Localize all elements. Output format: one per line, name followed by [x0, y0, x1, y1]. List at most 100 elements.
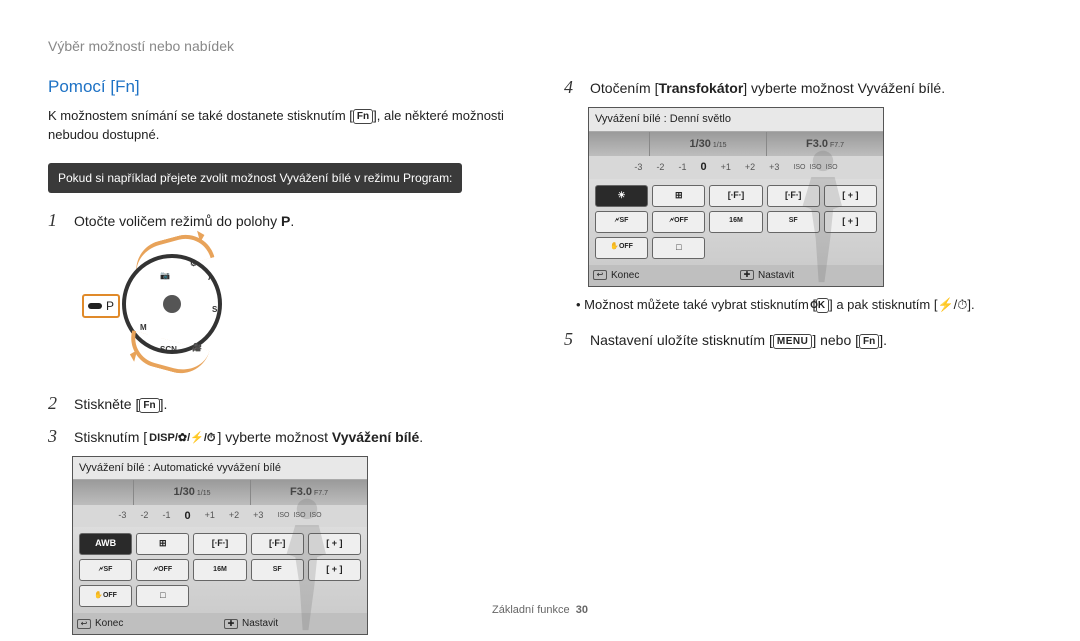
fn-button-icon: Fn — [139, 398, 159, 413]
lcd-footer: ↩Konec ✚Nastavit — [73, 613, 367, 634]
lcd-option-cell: ⊞ — [652, 185, 705, 207]
lcd-option-cell: 16M — [193, 559, 246, 581]
note-mid: ] a pak stisknutím [ — [829, 297, 937, 312]
wb-bold: Vyvážení bílé — [332, 429, 419, 445]
ok-button-icon: OK — [816, 298, 829, 313]
lcd-title: Vyvážení bílé : Denní světlo — [589, 108, 883, 132]
lcd-extra-left — [589, 132, 650, 157]
ev-mark: +1 — [721, 161, 731, 175]
lcd-option-cell: ✋OFF — [595, 237, 648, 259]
intro-paragraph: K možnostem snímání se také dostanete st… — [48, 106, 516, 145]
ev-mark-zero: 0 — [700, 159, 706, 176]
lcd-screenshot-2: Vyvážení bílé : Denní světlo 1/301/15 F3… — [588, 107, 884, 287]
step4-after: ] vyberte možnost Vyvážení bílé. — [743, 80, 945, 96]
step3-after: . — [419, 429, 423, 445]
mode-indicator-icon — [88, 303, 102, 309]
lcd-option-cell: 🗲SF — [595, 211, 648, 233]
step-4: 4 Otočením [Transfokátor] vyberte možnos… — [564, 74, 1032, 101]
step-text: Stisknutím [DISP/✿/⚡/⏱] vyberte možnost … — [74, 427, 516, 448]
step1-after: . — [290, 213, 294, 229]
dial-mark-icon: 📷 — [160, 270, 170, 282]
fn-button-icon: Fn — [859, 334, 879, 349]
ev-mark-zero: 0 — [184, 508, 190, 525]
lcd-option-cell: [∙F∙] — [709, 185, 762, 207]
step-number: 2 — [48, 390, 64, 417]
right-column: 4 Otočením [Transfokátor] vyberte možnos… — [564, 74, 1032, 641]
lcd-shutter: 1/301/15 — [134, 480, 251, 505]
dial-mark-icon: ⚙ — [190, 258, 197, 270]
iso-icons: ISOISOISO — [277, 512, 321, 519]
zoom-bold: Transfokátor — [658, 80, 743, 96]
ev-mark: -3 — [634, 161, 642, 175]
lcd-shutter: 1/301/15 — [650, 132, 767, 157]
lcd-option-cell: 🗲SF — [79, 559, 132, 581]
lcd-option-grid: AWB⊞[∙F∙][∙F∙][ + ]🗲SF🗲OFF16MSF[ + ]✋OFF… — [73, 527, 367, 613]
bullet-note: • Možnost můžete také vybrat stisknutím … — [586, 295, 1032, 315]
step3-mid: ] vyberte možnost — [217, 429, 331, 445]
mode-p-label: P — [106, 297, 114, 315]
lcd-ev-scale: -3 -2 -1 0 +1 +2 +3 ISOISOISO — [589, 156, 883, 179]
step-text: Nastavení uložíte stisknutím [MENU] nebo… — [590, 330, 1032, 351]
ev-mark: -2 — [140, 509, 148, 523]
ev-mark: +3 — [253, 509, 263, 523]
lcd-footer-right: ✚Nastavit — [220, 613, 367, 634]
step-number: 5 — [564, 326, 580, 353]
step2-after: ]. — [160, 396, 168, 412]
instruction-bar: Pokud si například přejete zvolit možnos… — [48, 163, 462, 193]
step2-before: Stiskněte [ — [74, 396, 139, 412]
step-2: 2 Stiskněte [Fn]. — [48, 390, 516, 417]
breadcrumb: Výběr možností nebo nabídek — [48, 38, 1032, 54]
fn-button-icon: Fn — [353, 109, 373, 124]
lcd-option-cell: SF — [767, 211, 820, 233]
lcd-footer-right: ✚Nastavit — [736, 265, 883, 286]
dial-mark-icon: A — [208, 272, 214, 284]
lcd-option-cell: 🗲OFF — [652, 211, 705, 233]
ev-mark: +2 — [745, 161, 755, 175]
step-text: Otočením [Transfokátor] vyberte možnost … — [590, 78, 1032, 99]
mode-dial-figure: ⚙📷AMSSCN🎥 P — [72, 244, 252, 374]
lcd-option-cell: [ + ] — [824, 211, 877, 233]
note-before: Možnost můžete také vybrat stisknutím [ — [584, 297, 816, 312]
step3-before: Stisknutím [ — [74, 429, 147, 445]
ev-mark: -1 — [678, 161, 686, 175]
step1-before: Otočte voličem režimů do polohy — [74, 213, 281, 229]
lcd-option-cell: □ — [652, 237, 705, 259]
step-number: 3 — [48, 423, 64, 450]
step-1: 1 Otočte voličem režimů do polohy P. — [48, 207, 516, 234]
mode-p-letter: P — [281, 213, 290, 229]
footer-section: Základní funkce — [492, 604, 570, 616]
lcd-option-cell: ⊞ — [136, 533, 189, 555]
dial-center — [163, 295, 181, 313]
ev-mark: -1 — [162, 509, 170, 523]
lcd-option-cell: ☀ — [595, 185, 648, 207]
step-5: 5 Nastavení uložíte stisknutím [MENU] ne… — [564, 326, 1032, 353]
flash-timer-icons: ⚡/⏱ — [937, 297, 967, 312]
ev-mark: +3 — [769, 161, 779, 175]
lcd-footer-left: ↩Konec — [73, 613, 220, 634]
lcd-option-cell: SF — [251, 559, 304, 581]
lcd-ev-scale: -3 -2 -1 0 +1 +2 +3 ISOISOISO — [73, 505, 367, 528]
lcd-option-cell: [ + ] — [308, 533, 361, 555]
lcd-option-cell: 16M — [709, 211, 762, 233]
dial-mark-icon: S — [212, 304, 217, 316]
lcd-option-cell: 🗲OFF — [136, 559, 189, 581]
note-after: ]. — [967, 297, 974, 312]
step5-before: Nastavení uložíte stisknutím [ — [590, 332, 773, 348]
set-icon: ✚ — [224, 619, 238, 629]
step-number: 4 — [564, 74, 580, 101]
disp-nav-icons: DISP/✿/⚡/⏱ — [147, 430, 217, 447]
step-text: Stiskněte [Fn]. — [74, 394, 516, 415]
page-footer: Základní funkce 30 — [0, 604, 1080, 616]
step5-mid: ] nebo [ — [812, 332, 859, 348]
lcd-extra-left — [73, 480, 134, 505]
back-icon: ↩ — [593, 270, 607, 280]
lcd-aperture: F3.0F7.7 — [767, 132, 883, 157]
ev-mark: -2 — [656, 161, 664, 175]
set-icon: ✚ — [740, 270, 754, 280]
ev-mark: +1 — [205, 509, 215, 523]
step4-before: Otočením [ — [590, 80, 658, 96]
step-text: Otočte voličem režimů do polohy P. — [74, 211, 516, 232]
back-icon: ↩ — [77, 619, 91, 629]
lcd-aperture: F3.0F7.7 — [251, 480, 367, 505]
step-number: 1 — [48, 207, 64, 234]
